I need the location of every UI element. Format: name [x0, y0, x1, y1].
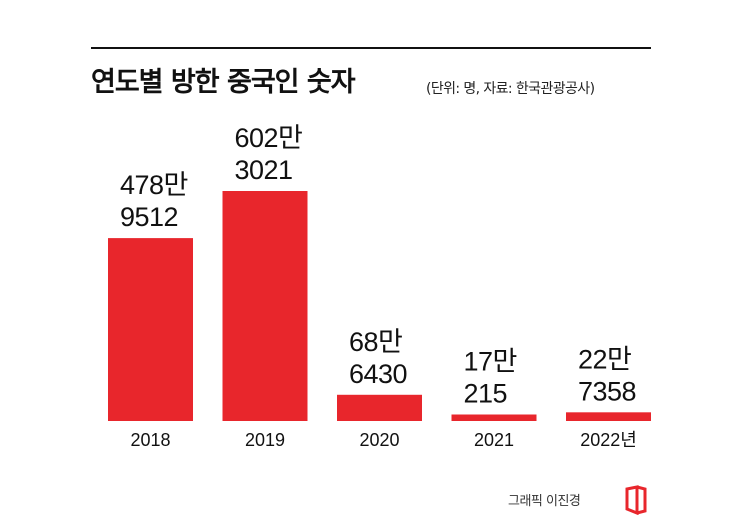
bar	[108, 238, 193, 421]
top-rule	[91, 47, 651, 49]
x-tick-label: 2019	[245, 430, 285, 450]
chart-subtitle: (단위: 명, 자료: 한국관광공사)	[426, 81, 595, 97]
bar-value-label: 22만	[578, 344, 631, 374]
logo-icon	[625, 485, 647, 515]
graphic-credit: 그래픽 이진경	[508, 494, 581, 509]
bar-value-label: 3021	[235, 155, 293, 185]
bar	[451, 414, 537, 421]
bar	[222, 191, 308, 421]
bar-value-label: 215	[464, 379, 508, 409]
bar-value-label: 9512	[120, 202, 178, 232]
bar	[566, 412, 651, 421]
bar-value-label: 602만	[235, 123, 303, 153]
bar-value-label: 68만	[349, 327, 402, 357]
bar-value-label: 6430	[349, 359, 407, 389]
bar	[337, 394, 422, 421]
x-tick-label: 2020	[359, 430, 399, 450]
bar-value-label: 478만	[120, 170, 188, 200]
x-tick-label: 2021	[474, 430, 514, 450]
bar-value-label: 17만	[464, 347, 517, 377]
bar-value-label: 7358	[578, 376, 636, 406]
chart-title: 연도별 방한 중국인 숫자	[91, 67, 356, 98]
x-tick-label: 2022년	[580, 430, 637, 450]
x-tick-label: 2018	[130, 430, 170, 450]
